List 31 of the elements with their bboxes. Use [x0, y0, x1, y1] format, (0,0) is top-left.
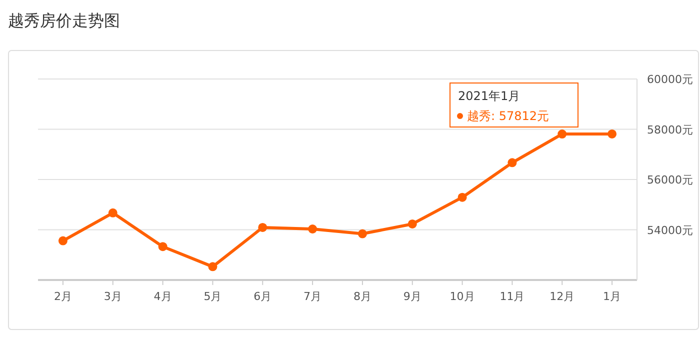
y-tick-label: 56000元: [647, 174, 693, 186]
point: [108, 208, 118, 218]
x-tick-label: 11月: [500, 290, 525, 303]
x-tick-label: 5月: [204, 290, 222, 303]
annotation: 越秀: 57812元: [467, 109, 550, 123]
y-tick-label: 54000元: [647, 224, 693, 237]
point: [258, 222, 268, 232]
x-tick-label: 9月: [403, 290, 422, 303]
point: [358, 229, 367, 238]
x-tick-label: 1月: [603, 290, 622, 303]
point: [558, 130, 567, 139]
point: [508, 158, 517, 168]
point: [408, 219, 417, 228]
point: [308, 224, 318, 234]
y-tick-label: 58000元: [647, 123, 693, 136]
x-tick-label: 8月: [353, 290, 372, 303]
point: [208, 262, 218, 272]
chart-title: 越秀房价走势图: [8, 11, 120, 30]
x-tick-label: 7月: [304, 290, 322, 303]
y-tick-label: 60000元: [647, 73, 693, 86]
x-tick-label: 2月: [54, 290, 72, 303]
x-tick-label: 6月: [254, 290, 272, 303]
point: [608, 129, 617, 138]
x-tick-label: 4月: [154, 290, 172, 303]
point: [58, 236, 68, 246]
x-tick-label: 3月: [104, 290, 122, 303]
point: [158, 242, 168, 252]
x-tick-label: 10月: [450, 290, 475, 303]
annotation: 2021年1月: [458, 89, 520, 103]
x-tick-label: 12月: [550, 290, 575, 303]
point: [458, 192, 467, 202]
